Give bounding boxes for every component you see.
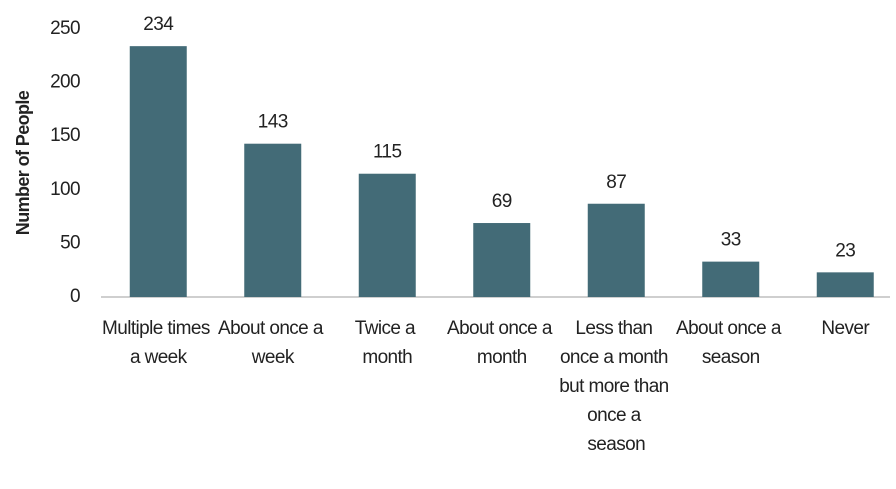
x-tick-label: Never bbox=[821, 318, 870, 339]
data-label: 87 bbox=[606, 172, 626, 193]
bar bbox=[358, 173, 416, 297]
bar bbox=[244, 143, 302, 297]
x-tick-label: Twice a month bbox=[355, 318, 420, 368]
bar bbox=[702, 261, 760, 297]
x-tick-label: Multiple times a week bbox=[102, 318, 214, 368]
data-label: 143 bbox=[258, 112, 288, 133]
bar bbox=[473, 223, 531, 297]
bar bbox=[129, 46, 187, 297]
y-tick-label: 50 bbox=[60, 232, 80, 253]
x-tick-label: About once a week bbox=[218, 318, 327, 368]
y-tick-label: 0 bbox=[70, 286, 80, 307]
y-tick-label: 100 bbox=[50, 179, 80, 200]
y-tick-label: 250 bbox=[50, 18, 80, 39]
x-tick-label: About once a season bbox=[676, 318, 785, 368]
data-label: 23 bbox=[835, 240, 855, 261]
y-tick-label: 200 bbox=[50, 72, 80, 93]
data-label: 33 bbox=[721, 230, 741, 251]
data-label: 115 bbox=[373, 142, 402, 163]
y-tick-label: 150 bbox=[50, 125, 80, 146]
data-label: 234 bbox=[143, 14, 174, 35]
x-tick-label: Less than once a month but more than onc… bbox=[559, 318, 673, 455]
y-axis-title: Number of People bbox=[13, 90, 33, 235]
data-label: 69 bbox=[492, 191, 512, 212]
bar bbox=[816, 272, 874, 297]
x-tick-label: About once a month bbox=[447, 318, 556, 368]
bar bbox=[587, 203, 645, 297]
